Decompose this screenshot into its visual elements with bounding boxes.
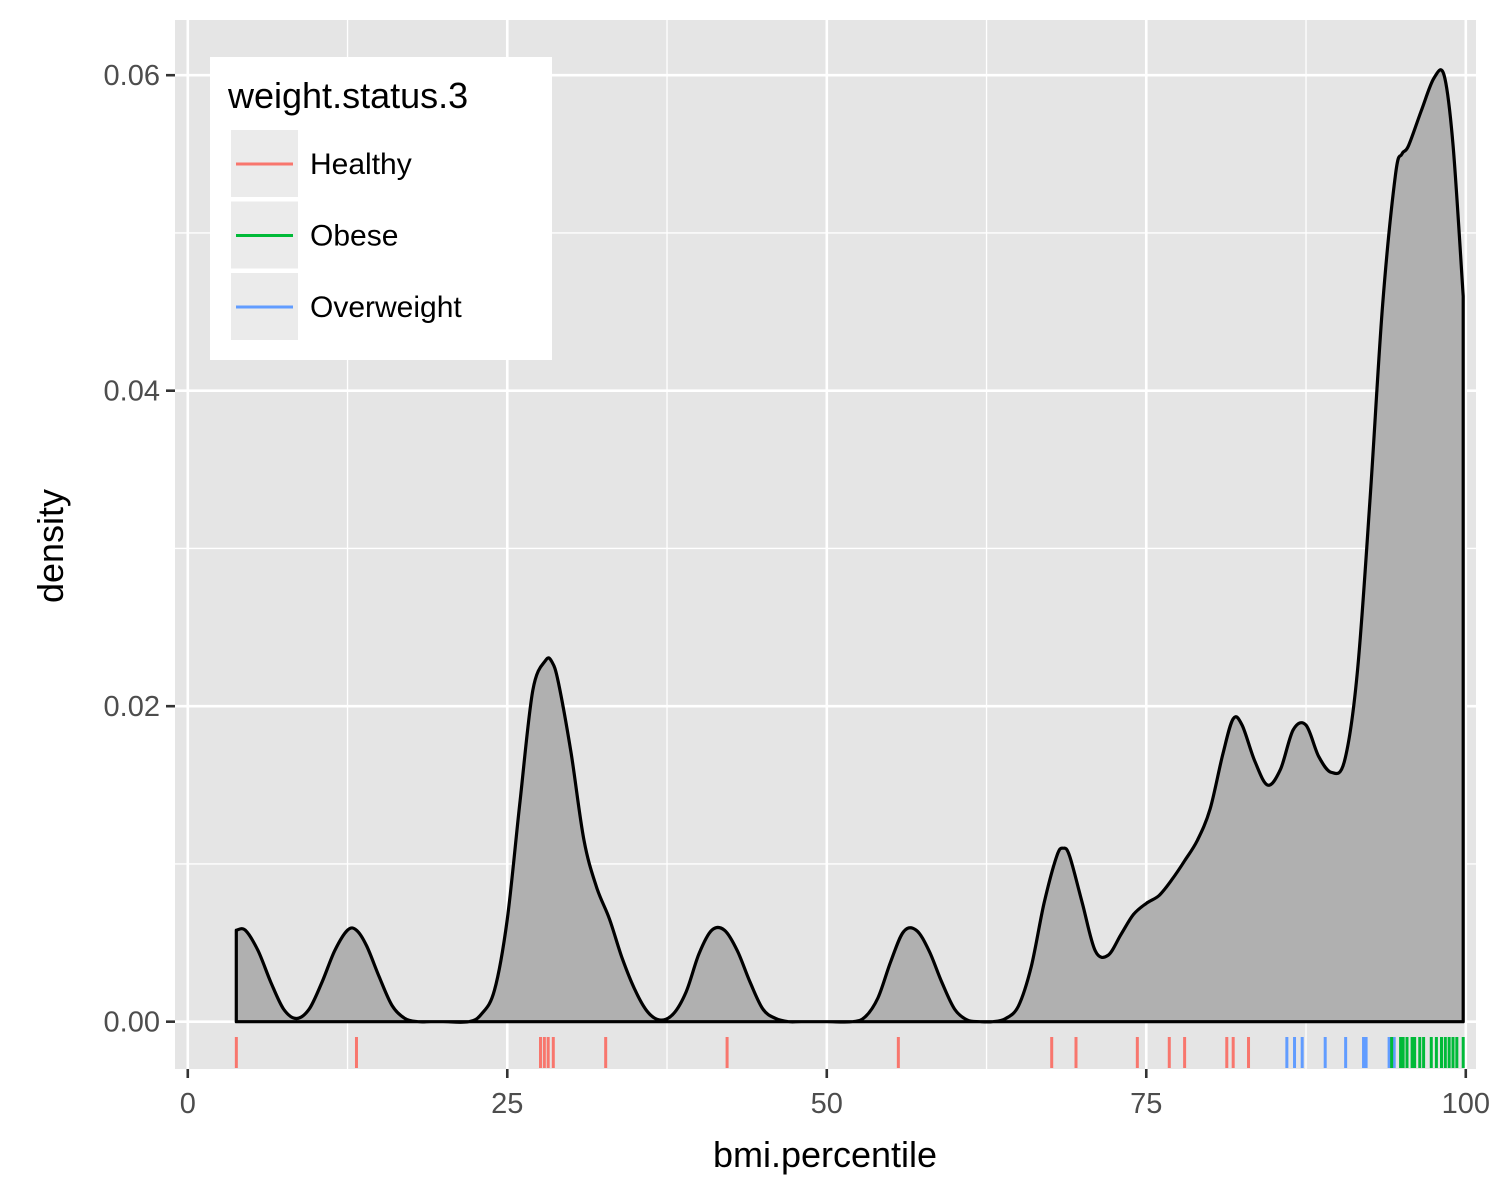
- y-tick-label: 0.06: [104, 60, 160, 92]
- legend-title: weight.status.3: [227, 75, 468, 116]
- x-tick-label: 100: [1442, 1088, 1490, 1120]
- y-tick-label: 0.04: [104, 376, 160, 408]
- legend-entries: Healthy Obese Overweight: [231, 130, 462, 340]
- x-axis-title: bmi.percentile: [713, 1134, 937, 1175]
- x-tick-label: 50: [811, 1088, 843, 1120]
- x-tick-label: 0: [180, 1088, 196, 1120]
- legend-label: Obese: [310, 220, 398, 253]
- y-tick-label: 0.00: [104, 1007, 160, 1039]
- legend-label: Healthy: [310, 148, 412, 181]
- rug-marks: [234, 1037, 1465, 1068]
- density-area: [236, 69, 1464, 1023]
- density-outline: [234, 68, 1465, 1024]
- axes: 0 25 50 75 100 0.00 0.02 0.04 0.06: [104, 60, 1490, 1120]
- x-tick-label: 25: [491, 1088, 523, 1120]
- y-tick-label: 0.02: [104, 691, 160, 723]
- x-tick-label: 75: [1130, 1088, 1162, 1120]
- y-axis-title: density: [30, 489, 71, 603]
- legend-label: Overweight: [310, 291, 462, 324]
- legend: weight.status.3 Healthy Obese Overweight: [210, 57, 552, 360]
